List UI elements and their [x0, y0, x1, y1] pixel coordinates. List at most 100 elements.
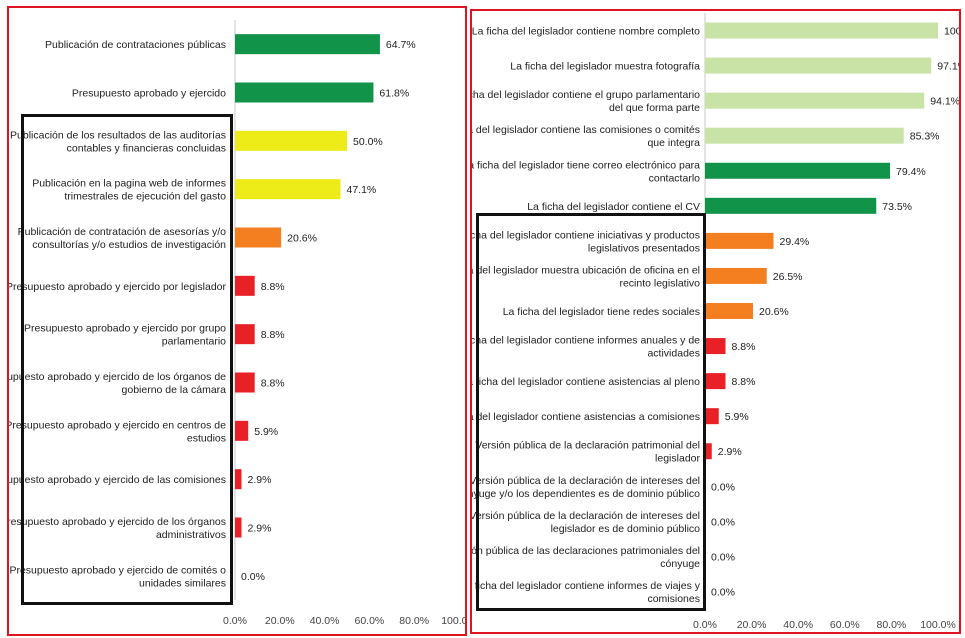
category-label: Versión pública de la declaración patrim… [475, 440, 700, 465]
x-tick-label: 20.0% [737, 619, 767, 631]
category-label-line: legislativos presentados [588, 242, 700, 254]
value-label: 8.8% [261, 378, 285, 390]
category-label: Presupuesto aprobado y ejercido por legi… [9, 281, 226, 293]
value-label: 94.1% [930, 96, 959, 108]
bar [705, 408, 719, 425]
value-label: 8.8% [261, 329, 285, 341]
right-bar-chart: 0.0% 20.0% 40.0% 60.0% 80.0% 100.0% 100% La fic… [472, 13, 959, 631]
bar [705, 232, 774, 249]
category-label-line: recinto legislativo [619, 277, 700, 289]
bar [705, 443, 712, 460]
category-label: Publicación en la pagina web de informes… [32, 178, 226, 203]
bar [235, 324, 255, 345]
category-label-line: consultorías y/o estudios de investigaci… [32, 239, 226, 251]
bar [705, 303, 753, 319]
category-label-line: Versión pública de la declaración patrim… [475, 440, 700, 452]
x-tick-label: 40.0% [783, 619, 813, 631]
category-label-line: La ficha del legislador contiene asisten… [472, 376, 700, 388]
category-label-line: contables y financieras concluidas [67, 142, 226, 154]
bar [235, 372, 255, 393]
category-label-line: La ficha del legislador contiene informe… [472, 335, 700, 347]
category-label-line: La ficha del legislador contiene las com… [472, 124, 700, 136]
category-label: Presupuesto aprobado y ejercido de las c… [9, 474, 226, 486]
bar [705, 197, 877, 214]
category-label-line: parlamentario [162, 336, 226, 348]
category-label-line: Presupuesto aprobado y ejercido de las c… [9, 474, 226, 486]
value-label: 64.7% [386, 39, 416, 51]
category-label-line: que integra [647, 137, 700, 149]
category-label: La ficha del legislador contiene asisten… [472, 376, 700, 388]
category-label: Presupuesto aprobado y ejercido en centr… [9, 419, 226, 444]
value-label: 50.0% [353, 136, 383, 148]
value-label: 2.9% [247, 474, 271, 486]
category-label: La ficha del legislador muestra fotograf… [510, 61, 700, 73]
bar [705, 267, 767, 284]
category-label: Publicación de contratación de asesorías… [18, 226, 227, 251]
category-label-line: Publicación de los resultados de las aud… [10, 129, 226, 141]
value-label: 2.9% [247, 523, 271, 535]
x-tick-label: 60.0% [830, 619, 860, 631]
category-label-line: del que forma parte [609, 102, 700, 114]
category-label-line: legislador es de dominio público [551, 523, 701, 535]
value-label: 29.4% [780, 236, 810, 248]
value-label: 0.0% [711, 551, 735, 563]
x-tick-label: 20.0% [265, 615, 295, 627]
category-label-line: administrativos [156, 529, 226, 541]
category-label-line: La ficha del legislador tiene redes soci… [503, 306, 700, 318]
value-label: 20.6% [759, 306, 789, 318]
category-label-line: La ficha del legislador contiene informe… [472, 580, 701, 592]
category-label-line: Presupuesto aprobado y ejercido de comit… [9, 564, 226, 576]
value-label: 2.9% [718, 446, 742, 458]
value-label: 97.1% [937, 61, 959, 73]
x-tick-label: 40.0% [310, 615, 340, 627]
bar [235, 227, 282, 248]
value-label: 0.0% [711, 481, 735, 493]
x-tick-label: 0.0% [223, 615, 247, 627]
category-label-line: La ficha del legislador contiene nombre … [472, 26, 700, 38]
category-label-line: Presupuesto aprobado y ejercido [72, 88, 226, 100]
category-label-line: cónyuge y/o los dependientes es de domin… [472, 488, 700, 500]
value-label: 47.1% [347, 184, 377, 196]
category-label-line: La ficha del legislador muestra fotograf… [510, 61, 700, 73]
x-tick-label: 100.0% [441, 615, 465, 627]
category-label-line: La ficha del legislador muestra ubicació… [472, 264, 700, 276]
category-label-line: Publicación de contratación de asesorías… [18, 226, 227, 238]
category-label: La ficha del legislador contiene el grup… [472, 89, 700, 114]
category-label: Publicación de los resultados de las aud… [10, 129, 226, 154]
value-label: 8.8% [261, 281, 285, 293]
bar [235, 517, 242, 538]
x-tick-label: 60.0% [355, 615, 385, 627]
x-tick-label: 80.0% [399, 615, 429, 627]
value-label: 5.9% [725, 411, 749, 423]
category-label: Presupuesto aprobado y ejercido de los ó… [9, 371, 226, 396]
value-label: 85.3% [910, 131, 940, 143]
bar [705, 162, 891, 179]
bar [235, 420, 249, 441]
category-label-line: La ficha del legislador contiene el CV [527, 201, 700, 213]
category-label: La ficha del legislador muestra ubicació… [472, 264, 700, 289]
bar [235, 469, 242, 490]
category-label-line: Presupuesto aprobado y ejercido de los ó… [9, 516, 226, 528]
category-label-line: La ficha del legislador tiene correo ele… [472, 159, 700, 171]
category-label: La ficha del legislador contiene informe… [472, 580, 701, 605]
category-label-line: gobierno de la cámara [122, 384, 227, 396]
category-label: La ficha del legislador contiene iniciat… [472, 229, 700, 254]
bar [235, 179, 341, 200]
category-label: Publicación de contrataciones públicas [45, 39, 226, 51]
category-label-line: unidades similares [139, 577, 226, 589]
category-label: La ficha del legislador tiene redes soci… [503, 306, 700, 318]
value-label: 8.8% [732, 341, 756, 353]
category-label-line: La ficha del legislador contiene iniciat… [472, 229, 700, 241]
bar [705, 127, 904, 144]
x-tick-label: 100.0% [920, 619, 956, 631]
bar [705, 92, 925, 109]
value-label: 0.0% [241, 571, 265, 583]
category-label-line: Publicación en la pagina web de informes [32, 178, 226, 190]
category-label-line: Presupuesto aprobado y ejercido por grup… [24, 323, 226, 335]
category-label-line: La ficha del legislador contiene asisten… [472, 411, 700, 423]
category-label: Versión pública de las declaraciones pat… [472, 545, 700, 570]
value-label: 0.0% [711, 516, 735, 528]
category-label: Versión pública de la declaración de int… [472, 510, 700, 535]
value-label: 79.4% [896, 166, 926, 178]
left-bar-chart: 0.0% 20.0% 40.0% 60.0% 80.0% 100.0% 64.7% Publi… [9, 20, 465, 627]
